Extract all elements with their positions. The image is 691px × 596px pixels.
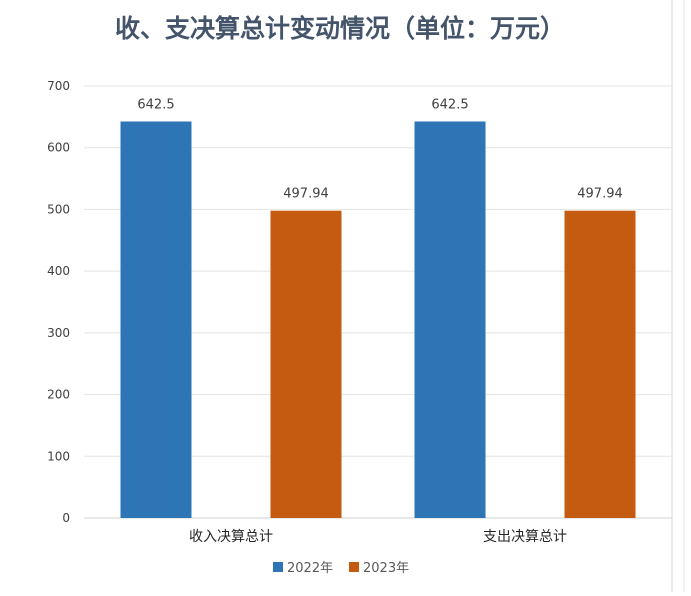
legend-swatch <box>349 562 359 572</box>
y-tick-label: 100 <box>47 449 70 463</box>
y-tick-label: 300 <box>47 326 70 340</box>
bar-series-1[interactable] <box>414 121 486 518</box>
legend[interactable]: 2022年 2023年 <box>273 561 409 576</box>
y-tick-label: 700 <box>47 79 70 93</box>
bar-series-2[interactable] <box>564 210 636 518</box>
bar-series-2[interactable] <box>270 210 342 518</box>
legend-label: 2022年 <box>287 561 333 576</box>
data-label: 642.5 <box>137 97 174 112</box>
x-tick-label: 支出决算总计 <box>483 529 567 545</box>
legend-item[interactable]: 2023年 <box>349 561 409 576</box>
x-axis-ticks: 收入决算总计 支出决算总计 <box>189 529 567 545</box>
data-label: 497.94 <box>283 187 329 202</box>
y-tick-label: 200 <box>47 388 70 402</box>
legend-swatch <box>273 562 283 572</box>
y-tick-label: 400 <box>47 264 70 278</box>
bar-series-1[interactable] <box>120 121 192 518</box>
legend-label: 2023年 <box>363 561 409 576</box>
y-axis-ticks: 0 100 200 300 400 500 600 700 <box>47 79 70 525</box>
legend-item[interactable]: 2022年 <box>273 561 333 576</box>
data-label: 497.94 <box>577 187 623 202</box>
bars <box>120 121 636 518</box>
data-labels: 642.5 497.94 642.5 497.94 <box>137 97 622 201</box>
x-tick-label: 收入决算总计 <box>189 529 273 545</box>
y-tick-label: 500 <box>47 202 70 216</box>
y-tick-label: 600 <box>47 141 70 155</box>
y-tick-label: 0 <box>62 511 70 525</box>
data-label: 642.5 <box>431 97 468 112</box>
chart-title: 收、支决算总计变动情况（单位：万元） <box>115 14 565 43</box>
